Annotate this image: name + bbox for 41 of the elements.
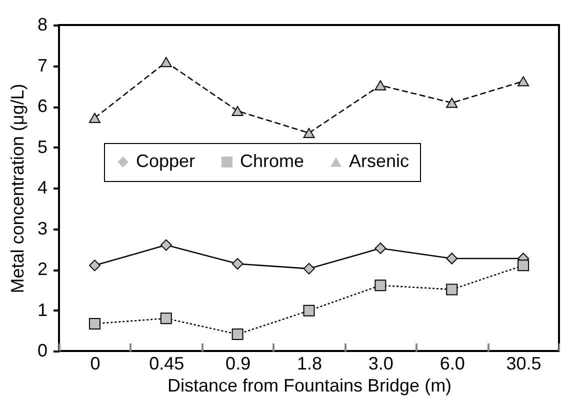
legend-label: Chrome (240, 151, 304, 171)
x-axis-title: Distance from Fountains Bridge (m) (167, 376, 452, 396)
legend-label: Arsenic (349, 151, 410, 171)
point (374, 242, 386, 254)
point (303, 304, 315, 316)
y-tick-label: 3 (37, 218, 48, 238)
x-tick-label: 3.0 (368, 354, 394, 374)
point (232, 106, 244, 116)
y-tick-label: 0 (37, 340, 48, 360)
point (446, 284, 458, 296)
point (160, 57, 172, 68)
point (88, 318, 100, 330)
x-tick-label: 0.45 (149, 354, 184, 374)
point (518, 76, 530, 86)
point (374, 280, 386, 292)
point (446, 98, 458, 108)
y-tick-label: 2 (37, 259, 48, 279)
point (303, 262, 315, 274)
x-tick-label: 0 (90, 354, 100, 374)
point (232, 258, 244, 270)
x-tick-label: 1.8 (296, 354, 322, 374)
y-tick-label: 4 (37, 178, 48, 198)
point (160, 239, 172, 251)
y-axis-title: Metal concentration (μg/L) (7, 84, 28, 294)
x-tick-label: 30.5 (506, 354, 542, 374)
point (88, 260, 100, 272)
x-tick-label: 6.0 (440, 354, 465, 374)
point (232, 328, 244, 340)
point (374, 80, 386, 90)
y-tick-label: 1 (37, 300, 48, 320)
legend-label: Copper (136, 151, 196, 171)
y-tick-label: 6 (37, 96, 48, 116)
y-tick-label: 5 (37, 136, 48, 157)
point (303, 128, 315, 138)
point (518, 260, 530, 272)
x-tick-label: 0.9 (226, 354, 251, 374)
point (446, 252, 458, 264)
y-tick-label: 7 (37, 55, 48, 76)
y-tick-label: 8 (37, 14, 48, 34)
point (88, 112, 100, 123)
point (160, 312, 172, 324)
